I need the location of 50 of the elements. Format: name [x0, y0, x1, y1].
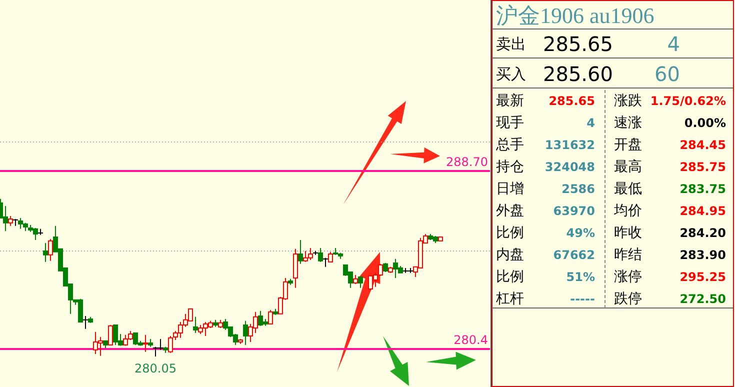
text: 比例 [496, 225, 524, 241]
text: 买入 [496, 65, 526, 83]
text: 最低 [614, 181, 642, 197]
ref-line-label: 288.70 [446, 154, 488, 169]
text: 卖出 [496, 35, 526, 53]
text: 外盘 [496, 203, 524, 219]
text: 295.25 [680, 270, 726, 284]
text: 现手 [496, 115, 524, 131]
text: 内盘 [496, 247, 524, 263]
text: 总手 [495, 137, 524, 153]
text: 2586 [562, 182, 595, 196]
text: 均价 [613, 203, 642, 219]
text: 4 [667, 32, 680, 56]
text: 284.45 [680, 138, 726, 152]
text: 开盘 [614, 137, 642, 153]
text: 持仓 [496, 159, 524, 175]
text: 284.20 [680, 226, 726, 240]
text: 285.60 [543, 62, 613, 86]
text: 0.00% [684, 116, 726, 130]
text: 51% [566, 270, 595, 284]
text: 284.95 [680, 204, 726, 218]
text: 131632 [544, 138, 595, 152]
text: 63970 [553, 204, 595, 218]
text: 沪金1906 au1906 [496, 3, 654, 28]
ref-line-label: 280.4 [454, 333, 488, 348]
text: 4 [586, 116, 595, 130]
text: 跌停 [614, 291, 642, 307]
text: 1.75/0.62% [650, 94, 726, 108]
text: 涨停 [614, 269, 642, 285]
text: 272.50 [680, 292, 726, 306]
text: 昨收 [614, 225, 642, 241]
text: 283.90 [680, 248, 726, 262]
text: 最新 [496, 93, 524, 109]
text: 285.65 [548, 94, 595, 108]
text: 60 [654, 62, 680, 86]
text: 昨结 [614, 247, 642, 263]
text: 杠杆 [495, 291, 524, 307]
text: 324048 [544, 160, 595, 174]
text: 最高 [614, 159, 642, 175]
text: 285.65 [543, 32, 613, 56]
annotation: 280.05 [134, 362, 176, 376]
text: 速涨 [614, 115, 642, 131]
text: 49% [566, 226, 595, 240]
text: 285.75 [680, 160, 726, 174]
text: 比例 [496, 269, 524, 285]
text: 日增 [496, 181, 524, 197]
text: 涨跌 [614, 93, 642, 109]
text: 67662 [553, 248, 595, 262]
text: ----- [570, 292, 596, 306]
text: 283.75 [680, 182, 726, 196]
